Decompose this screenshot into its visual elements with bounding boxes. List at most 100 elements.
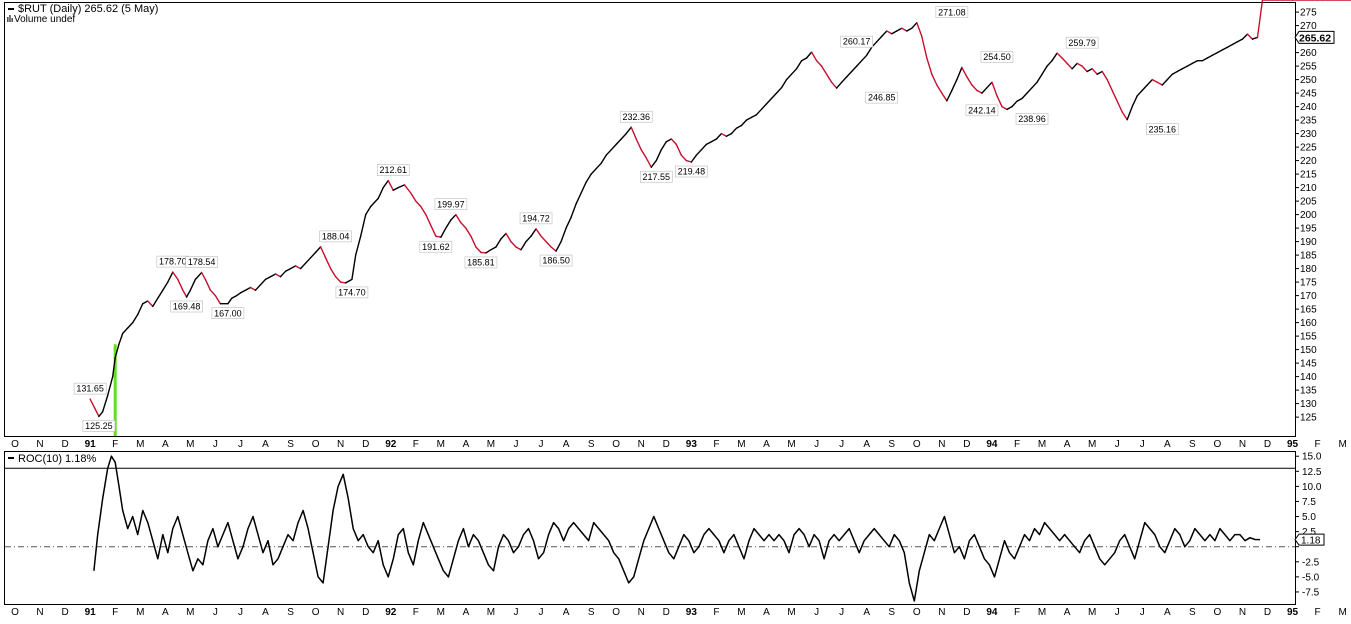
price-segment [630,126,637,140]
price-segment [249,286,257,291]
price-x-tick-label: 95 [1287,439,1299,450]
price-segment [1026,86,1033,94]
price-segment [392,186,399,192]
price-segment [685,159,693,163]
price-segment [304,257,312,264]
peak-label-text: 254.50 [983,52,1011,62]
price-segment [204,278,212,291]
price-segment [1141,84,1148,92]
price-segment [725,132,733,138]
peak-label: 178.70 [156,255,190,268]
price-x-tick-label: A [162,439,169,450]
peak-label-box [639,170,673,183]
price-segment [881,30,888,38]
price-segment [765,97,773,105]
peak-label-box [675,165,708,178]
price-segment [279,270,287,278]
price-segment [1081,65,1088,73]
peak-label-box [464,256,498,269]
price-y-tick-label: 170 [1300,291,1317,302]
peak-label: 178.54 [185,256,218,268]
peak-label-box [319,230,352,243]
price-segment [309,251,317,259]
peak-label-text: 167.00 [214,308,242,318]
price-segment [162,281,169,291]
price-y-tick-label: 235 [1300,116,1317,127]
price-segment [1241,33,1249,40]
price-segment [230,294,238,299]
price-segment [1166,73,1174,81]
price-segment [645,157,652,168]
price-segment [1226,43,1234,48]
roc-y-tick-label: 12.5 [1302,467,1322,478]
price-segment [1076,62,1083,67]
price-x-tick-label: F [1014,439,1020,450]
price-segment [1071,62,1078,70]
roc-x-tick-label: M [1038,607,1046,618]
roc-y-tick-label: 5.0 [1302,512,1316,523]
price-segment [610,143,617,151]
peak-label-text: 178.70 [159,257,187,267]
peak-label: 219.48 [675,165,708,178]
price-segment [520,240,527,251]
price-x-tick-label: A [563,439,570,450]
price-segment [1186,62,1194,67]
roc-x-tick-label: J [213,607,218,618]
price-x-tick-label: M [737,439,745,450]
price-y-tick-label: 250 [1300,75,1317,86]
price-segment [254,284,262,291]
price-segment [1096,70,1103,75]
price-segment [1011,100,1018,108]
peak-label: 246.85 [865,91,899,104]
price-segment [690,154,698,163]
price-x-tick-label: J [839,439,844,450]
price-y-tick-label: 230 [1300,129,1317,140]
price-segment [460,221,467,229]
peak-label: 174.70 [335,286,369,299]
price-segment [750,113,758,119]
price-segment [906,27,913,32]
price-segment [1221,46,1229,51]
price-segment [1061,57,1068,65]
peak-label-text: 188.04 [322,231,350,241]
price-segment [996,95,1003,108]
price-segment [214,294,222,305]
price-segment [359,213,367,237]
peak-label-text: 242.14 [968,105,996,115]
price-segment [1086,68,1093,73]
roc-x-tick-label: O [1214,607,1222,618]
roc-y-tick-label: 2.5 [1302,527,1316,538]
roc-x-tick-label: M [1338,607,1346,618]
price-y-tick-label: 225 [1300,143,1317,154]
price-x-tick-label: F [112,439,118,450]
price-segment [319,246,327,259]
price-segment [760,103,768,111]
price-segment [351,254,357,281]
peak-label-text: 169.48 [173,302,201,312]
price-segment [916,21,923,38]
price-segment [830,81,838,89]
price-x-tick-label: 93 [686,439,698,450]
price-segment [435,235,442,238]
price-segment [1161,78,1169,86]
peak-label-box [935,6,969,18]
price-segment [810,51,818,62]
roc-x-tick-label: N [938,607,945,618]
roc-x-tick-label: M [437,607,445,618]
price-segment [1046,60,1053,67]
roc-x-tick-label: 95 [1287,607,1299,618]
roc-x-tick-label: O [612,607,620,618]
price-segment [1041,65,1048,75]
price-segment [835,81,843,89]
price-y-tick-label: 160 [1300,318,1317,329]
roc-x-tick-label: F [1014,607,1020,618]
peak-label-text: 260.17 [843,37,871,47]
price-x-tick-label: O [312,439,320,450]
price-segment [500,232,507,240]
price-y-tick-label: 195 [1300,224,1317,235]
roc-last-value-text: 1.18 [1301,535,1321,546]
price-segment [705,140,713,146]
peak-label: 191.62 [419,240,453,253]
price-segment [505,232,512,243]
